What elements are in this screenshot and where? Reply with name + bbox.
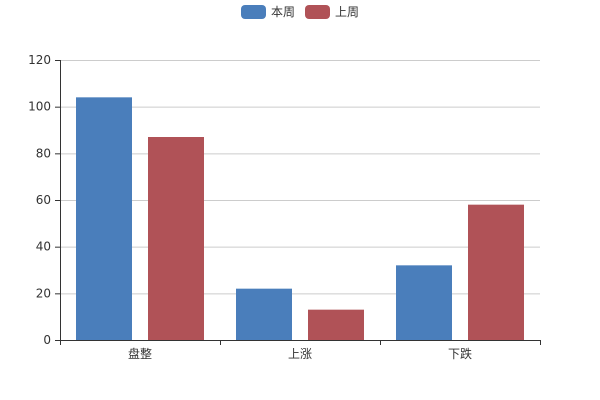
legend-item-last-week[interactable]: 上周 (305, 5, 359, 19)
bar-this-week[interactable] (236, 288, 292, 340)
bar-this-week[interactable] (396, 265, 452, 340)
y-tick-label: 80 (36, 146, 51, 160)
y-tick-label: 120 (28, 53, 51, 67)
y-tick-label: 60 (36, 193, 51, 207)
legend-item-this-week[interactable]: 本周 (241, 5, 295, 19)
legend-label: 本周 (271, 5, 295, 19)
bar-last-week[interactable] (148, 137, 204, 340)
legend-swatch (305, 5, 330, 19)
x-axis: 盘整 上涨 下跌 (60, 340, 541, 361)
legend-swatch (241, 5, 266, 19)
bar-this-week[interactable] (76, 97, 132, 340)
y-tick-label: 100 (28, 100, 51, 114)
y-tick-label: 0 (43, 333, 51, 347)
y-tick-label: 40 (36, 240, 51, 254)
x-category-label: 下跌 (448, 346, 472, 361)
bar-last-week[interactable] (308, 309, 364, 340)
bars (76, 97, 524, 340)
x-category-label: 上涨 (288, 346, 312, 361)
y-axis: 0 20 40 60 80 100 120 (28, 53, 61, 347)
legend: 本周 上周 (241, 5, 359, 19)
grid-lines (60, 60, 540, 295)
bar-last-week[interactable] (468, 204, 524, 340)
legend-label: 上周 (335, 5, 359, 19)
y-tick-label: 20 (36, 286, 51, 300)
x-category-label: 盘整 (128, 346, 152, 361)
